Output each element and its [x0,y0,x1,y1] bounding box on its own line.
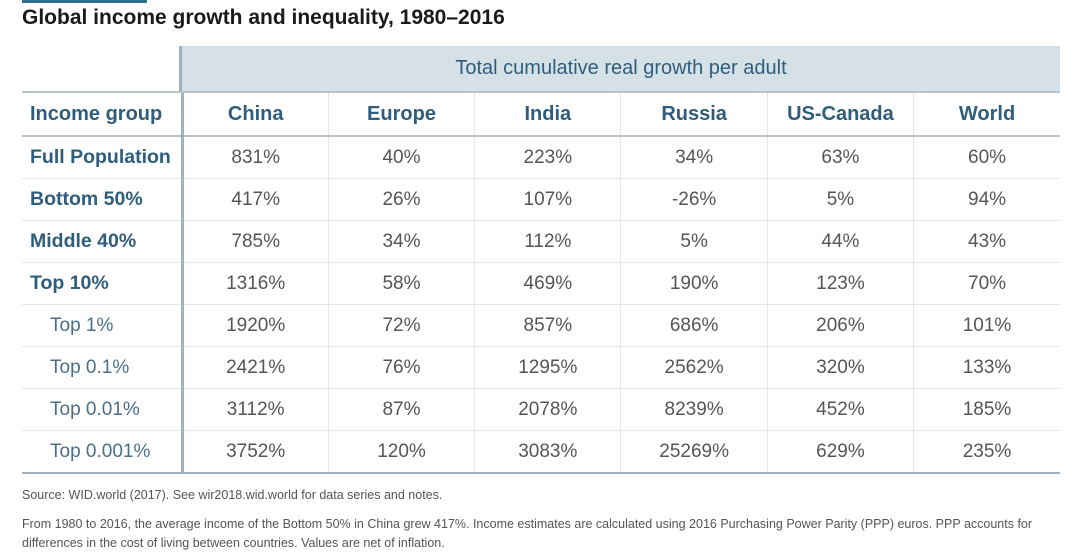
table-body: Full Population 831% 40% 223% 34% 63% 60% Botto… [22,136,1060,474]
footnote: From 1980 to 2016, the average income of… [22,517,1033,550]
table-cell: 206% [766,304,914,347]
row-label: Top 0.001% [22,430,184,474]
row-label: Top 10% [22,262,184,305]
table-cell: 785% [181,220,329,263]
table-cell: 76% [327,346,475,389]
table-cell: 2078% [474,388,621,431]
table-cell: 34% [327,220,475,263]
table-cell: 223% [474,136,621,179]
column-header-china: China [181,93,329,137]
table-cell: 101% [913,304,1060,347]
table-cell: 831% [181,136,329,179]
table-row: Top 1% 1920% 72% 857% 686% 206% 101% [22,304,1060,347]
table-cell: 417% [181,178,329,221]
table-cell: 87% [327,388,475,431]
data-table: Income group China Europe India Russia US-Can… [22,93,1060,474]
income-growth-table: Total cumulative real growth per adult I… [22,46,1060,474]
table-cell: 5% [766,178,914,221]
table-cell: 72% [327,304,475,347]
table-cell: 320% [766,346,914,389]
table-cell: 857% [474,304,621,347]
table-row: Bottom 50% 417% 26% 107% -26% 5% 94% [22,178,1060,221]
table-row: Top 0.1% 2421% 76% 1295% 2562% 320% 133% [22,346,1060,389]
table-cell: 25269% [620,430,768,474]
row-label: Top 1% [22,304,184,347]
row-label: Top 0.1% [22,346,184,389]
column-header-russia: Russia [620,93,768,137]
table-cell: 94% [913,178,1060,221]
table-cell: 133% [913,346,1060,389]
table-cell: 63% [766,136,914,179]
row-label: Full Population [22,136,184,179]
table-cell: 686% [620,304,768,347]
table-cell: 2421% [181,346,329,389]
header-row: Income group China Europe India Russia US-Can… [22,93,1060,137]
super-header-label: Total cumulative real growth per adult [455,57,787,79]
table-cell: 629% [766,430,914,474]
table-cell: -26% [620,178,768,221]
super-header-shade [182,46,1060,91]
table-cell: 3112% [181,388,329,431]
table-cell: 34% [620,136,768,179]
source-note: Source: WID.world (2017). See wir2018.wi… [22,488,443,502]
column-header-us-canada: US-Canada [766,93,914,137]
super-header-divider [179,46,182,91]
row-label: Top 0.01% [22,388,184,431]
column-header-india: India [474,93,621,137]
table-cell: 1316% [181,262,329,305]
table-cell: 2562% [620,346,768,389]
top-accent-bar [22,0,147,3]
column-header-world: World [913,93,1060,137]
column-header-income-group: Income group [22,93,184,137]
table-cell: 120% [327,430,475,474]
table-row: Middle 40% 785% 34% 112% 5% 44% 43% [22,220,1060,263]
table-row: Top 0.01% 3112% 87% 2078% 8239% 452% 185% [22,388,1060,431]
row-label: Middle 40% [22,220,184,263]
table-row: Top 10% 1316% 58% 469% 190% 123% 70% [22,262,1060,305]
table-cell: 44% [766,220,914,263]
table-cell: 60% [913,136,1060,179]
table-cell: 190% [620,262,768,305]
table-cell: 112% [474,220,621,263]
table-cell: 40% [327,136,475,179]
table-cell: 26% [327,178,475,221]
super-header: Total cumulative real growth per adult [22,46,1060,91]
column-header-europe: Europe [327,93,475,137]
table-row: Top 0.001% 3752% 120% 3083% 25269% 629% 235% [22,430,1060,474]
table-cell: 5% [620,220,768,263]
table-cell: 235% [913,430,1060,474]
table-cell: 58% [327,262,475,305]
table-cell: 1920% [181,304,329,347]
header-separator [22,91,1060,93]
table-cell: 469% [474,262,621,305]
table-cell: 452% [766,388,914,431]
table-cell: 3752% [181,430,329,474]
table-cell: 1295% [474,346,621,389]
table-cell: 185% [913,388,1060,431]
table-cell: 8239% [620,388,768,431]
table-cell: 123% [766,262,914,305]
table-cell: 3083% [474,430,621,474]
table-cell: 70% [913,262,1060,305]
table-row: Full Population 831% 40% 223% 34% 63% 60% [22,136,1060,179]
table-cell: 107% [474,178,621,221]
page-title: Global income growth and inequality, 198… [22,6,505,29]
table-cell: 43% [913,220,1060,263]
row-label: Bottom 50% [22,178,184,221]
